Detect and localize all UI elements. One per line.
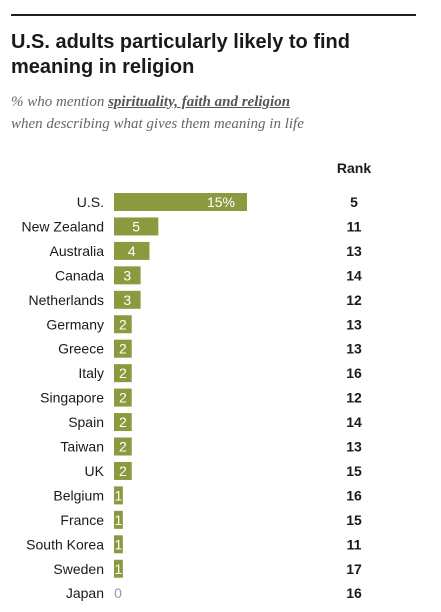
category-label-italy: Italy — [78, 365, 104, 381]
value-label-italy: 2 — [119, 365, 127, 381]
category-label-singapore: Singapore — [40, 390, 104, 406]
value-label-germany: 2 — [119, 316, 127, 332]
category-label-belgium: Belgium — [53, 487, 104, 503]
category-label-uk: UK — [85, 463, 105, 479]
value-label-sweden: 1 — [115, 561, 123, 577]
chart-title: U.S. adults particularly likely to find … — [11, 31, 350, 78]
category-label-france: France — [60, 512, 104, 528]
bar-sweden — [114, 559, 123, 578]
value-label-uk: 2 — [119, 463, 127, 479]
category-label-canada: Canada — [55, 267, 104, 283]
rank-new-zealand: 11 — [347, 218, 362, 234]
bar-australia — [114, 241, 150, 260]
value-label-australia: 4 — [128, 243, 136, 259]
rank-italy: 16 — [346, 365, 362, 381]
bar-singapore — [114, 388, 132, 407]
bar-spain — [114, 413, 132, 432]
category-label-japan: Japan — [66, 585, 104, 601]
category-label-netherlands: Netherlands — [29, 292, 105, 308]
rank-taiwan: 13 — [346, 439, 362, 455]
bar-france — [114, 510, 123, 529]
rank-column-header: Rank — [336, 160, 372, 176]
bar-uk — [114, 461, 132, 480]
category-label-australia: Australia — [50, 243, 105, 259]
chart-subtitle: % who mention spirituality, faith and re… — [11, 91, 431, 135]
top-rule — [11, 14, 416, 16]
value-label-france: 1 — [115, 512, 123, 528]
value-label-singapore: 2 — [119, 390, 127, 406]
rank-japan: 16 — [346, 585, 362, 601]
rank-u-s: 5 — [350, 194, 358, 210]
rank-south-korea: 11 — [347, 536, 362, 552]
value-label-spain: 2 — [119, 414, 127, 430]
value-label-new-zealand: 5 — [132, 218, 140, 234]
category-label-germany: Germany — [46, 316, 104, 332]
value-label-south-korea: 1 — [115, 536, 123, 552]
bar-netherlands — [114, 290, 141, 309]
bar-canada — [114, 266, 141, 285]
category-label-u-s: U.S. — [77, 194, 104, 210]
bar-italy — [114, 364, 132, 383]
category-label-taiwan: Taiwan — [60, 439, 104, 455]
category-label-sweden: Sweden — [53, 561, 104, 577]
rank-greece: 13 — [346, 341, 362, 357]
rank-australia: 13 — [346, 243, 362, 259]
bar-belgium — [114, 486, 123, 505]
bar-germany — [114, 315, 132, 334]
subtitle-suffix: when describing what gives them meaning … — [11, 116, 304, 132]
subtitle-prefix: % who mention — [11, 94, 109, 110]
category-label-south-korea: South Korea — [26, 536, 104, 552]
bar-new-zealand — [114, 217, 159, 236]
rank-singapore: 12 — [346, 390, 362, 406]
value-label-belgium: 1 — [115, 487, 123, 503]
bar-greece — [114, 339, 132, 358]
value-label-u-s: 15% — [207, 194, 235, 210]
bar-u-s — [114, 193, 247, 211]
category-label-spain: Spain — [68, 414, 104, 430]
value-label-canada: 3 — [123, 267, 131, 283]
category-label-greece: Greece — [58, 341, 104, 357]
value-label-netherlands: 3 — [123, 292, 131, 308]
bar-taiwan — [114, 437, 132, 456]
rank-canada: 14 — [346, 267, 362, 283]
value-label-greece: 2 — [119, 341, 127, 357]
category-label-new-zealand: New Zealand — [22, 218, 105, 234]
value-label-japan: 0 — [114, 585, 122, 601]
value-label-taiwan: 2 — [119, 439, 127, 455]
rank-spain: 14 — [346, 414, 362, 430]
bar-south-korea — [114, 535, 123, 554]
rank-belgium: 16 — [346, 487, 362, 503]
rank-uk: 15 — [346, 463, 362, 479]
rank-netherlands: 12 — [346, 292, 362, 308]
rank-france: 15 — [346, 512, 362, 528]
rank-germany: 13 — [346, 316, 362, 332]
rank-sweden: 17 — [346, 561, 362, 577]
subtitle-emphasis: spirituality, faith and religion — [108, 94, 291, 110]
